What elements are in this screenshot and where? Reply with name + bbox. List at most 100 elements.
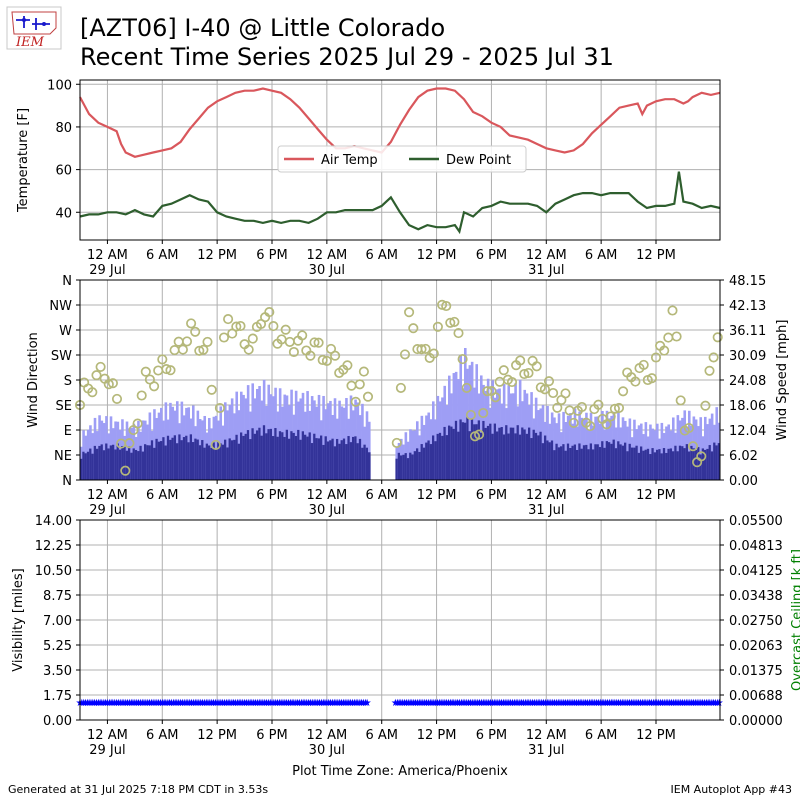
visibility-point: ★ — [576, 698, 585, 709]
wind-speed-bar — [102, 450, 106, 480]
visibility-point: ★ — [229, 698, 238, 709]
wind-speed-bar — [80, 458, 83, 480]
temp-tick-label: 100 — [47, 78, 72, 93]
wind-gust-bar — [230, 398, 234, 480]
x-tick-label-vis: 6 AM — [585, 728, 618, 743]
wind-direction-point — [560, 388, 571, 399]
wind-speed-bar — [683, 448, 687, 480]
wind-gust-bar — [541, 405, 545, 480]
visibility-point: ★ — [479, 698, 488, 709]
wind-speed-bar — [315, 438, 319, 480]
visibility-point: ★ — [149, 698, 158, 709]
visibility-point: ★ — [702, 698, 711, 709]
wind-direction-point — [177, 344, 188, 355]
wind-speed-bar — [539, 431, 543, 480]
visibility-point: ★ — [108, 698, 117, 709]
visibility-point: ★ — [513, 698, 522, 709]
wind-gust-bar — [464, 348, 467, 480]
visibility-point: ★ — [451, 698, 460, 709]
visibility-point: ★ — [534, 698, 543, 709]
wind-direction-point — [585, 421, 596, 432]
visibility-point: ★ — [592, 698, 601, 709]
wind-speed-bar — [221, 444, 225, 480]
visibility-point: ★ — [426, 698, 435, 709]
wind-direction-point — [515, 355, 526, 366]
visibility-point: ★ — [429, 698, 438, 709]
wind-speed-bar — [331, 438, 335, 480]
visibility-point: ★ — [420, 698, 429, 709]
visibility-point: ★ — [247, 698, 256, 709]
visibility-point: ★ — [196, 698, 205, 709]
wind-speed-bar — [598, 447, 602, 480]
wind-direction-point — [420, 343, 431, 354]
wind-direction-point — [202, 336, 213, 347]
wind-speed-bar — [210, 447, 213, 480]
wind-direction-point — [206, 384, 217, 395]
x-tick-label-temp: 6 AM — [146, 248, 179, 263]
wind-speed-bar — [306, 436, 309, 480]
date-label-vis: 31 Jul — [528, 743, 564, 758]
x-tick-label-vis: 12 AM — [526, 728, 567, 743]
wind-speed-bar — [537, 435, 540, 480]
wind-direction-point — [132, 418, 143, 429]
wind-speed-bar — [548, 442, 552, 480]
wind-speed-bar — [571, 445, 575, 480]
wind-speed-bar — [418, 451, 421, 480]
wind-speed-bar — [345, 444, 348, 480]
visibility-point: ★ — [359, 698, 368, 709]
wind-speed-bar — [555, 443, 559, 480]
wind-gust-bar — [518, 379, 522, 480]
direction-tick-label: SW — [51, 349, 72, 364]
visibility-point: ★ — [158, 698, 167, 709]
wind-speed-bar — [489, 423, 492, 480]
visibility-point: ★ — [517, 698, 526, 709]
wind-gust-bar — [507, 385, 511, 480]
visibility-point: ★ — [709, 698, 718, 709]
wind-speed-bar — [333, 446, 337, 480]
wind-speed-bar — [660, 453, 664, 480]
wind-speed-bar — [317, 438, 321, 480]
x-tick-label-vis: 12 AM — [87, 728, 128, 743]
visibility-point: ★ — [411, 698, 420, 709]
wind-speed-bar — [553, 450, 556, 480]
visibility-point: ★ — [563, 698, 572, 709]
visibility-point: ★ — [471, 698, 480, 709]
wind-direction-point — [523, 367, 534, 379]
visibility-point: ★ — [556, 698, 565, 709]
wind-speed-bar — [109, 445, 113, 480]
visibility-point: ★ — [541, 698, 550, 709]
wind-speed-bar — [445, 435, 449, 480]
visibility-point: ★ — [118, 698, 127, 709]
wind-speed-bar — [516, 425, 520, 480]
direction-tick-label: SE — [56, 399, 72, 414]
wind-direction-point — [465, 409, 476, 420]
visibility-point: ★ — [455, 698, 464, 709]
wind-speed-bar — [278, 431, 282, 480]
visibility-point: ★ — [202, 698, 211, 709]
visibility-point: ★ — [691, 698, 700, 709]
wind-speed-bar — [644, 449, 648, 480]
visibility-tick-label: 8.75 — [43, 589, 72, 604]
wind-speed-bar — [269, 428, 273, 480]
visibility-point: ★ — [610, 698, 619, 709]
visibility-point: ★ — [227, 698, 236, 709]
visibility-point: ★ — [172, 698, 181, 709]
wind-speed-bar — [224, 439, 227, 480]
visibility-point: ★ — [361, 698, 370, 709]
wind-speed-bar — [148, 445, 152, 480]
wind-speed-bar — [704, 449, 707, 480]
wind-speed-bar — [701, 448, 705, 480]
wind-direction-point — [346, 380, 357, 391]
wind-speed-bar — [587, 449, 591, 480]
visibility-point: ★ — [315, 698, 324, 709]
visibility-point: ★ — [503, 698, 512, 709]
visibility-point: ★ — [198, 698, 207, 709]
wind-direction-point — [198, 344, 209, 355]
wind-speed-bar — [475, 424, 479, 480]
wind-speed-bar — [450, 426, 453, 480]
x-tick-label-vis: 6 AM — [146, 728, 179, 743]
wind-speed-bar — [233, 439, 236, 480]
wind-speed-bar — [205, 443, 209, 480]
visibility-point: ★ — [632, 698, 641, 709]
wind-speed-bar — [621, 445, 625, 480]
